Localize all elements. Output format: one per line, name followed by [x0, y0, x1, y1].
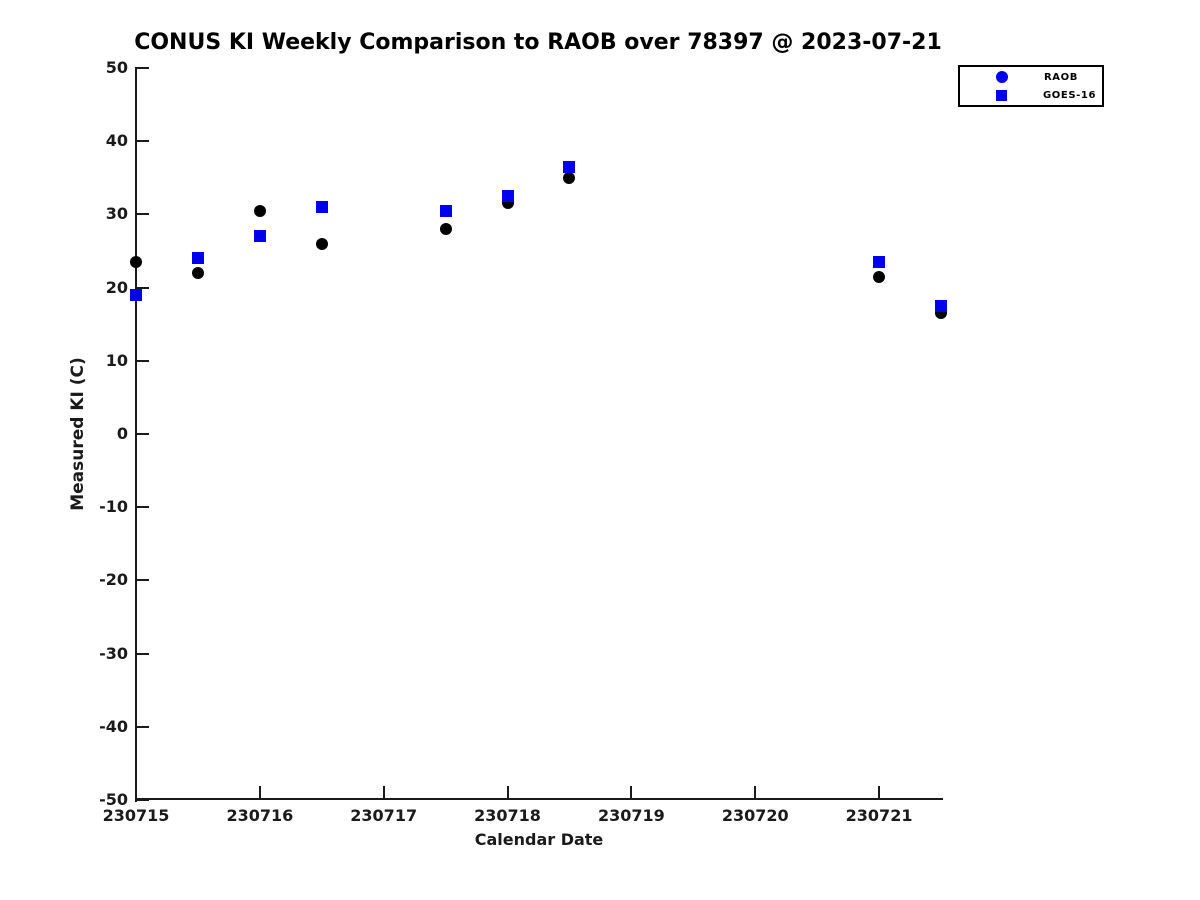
data-point-goes-16 — [563, 160, 576, 173]
y-tick-label: -40 — [99, 716, 128, 736]
y-tick-label: -30 — [99, 643, 128, 663]
y-tick — [135, 140, 149, 143]
y-tick — [135, 286, 149, 289]
y-tick-label: 30 — [105, 204, 128, 224]
y-tick-label: 20 — [105, 277, 128, 297]
x-tick — [258, 786, 261, 800]
data-point-goes-16 — [315, 201, 328, 214]
data-point-goes-16 — [873, 255, 886, 268]
legend-item-raob: RAOB — [960, 68, 1102, 86]
y-axis-spine — [135, 68, 137, 802]
data-point-goes-16 — [935, 299, 947, 312]
legend: RAOB GOES-16 — [958, 65, 1104, 107]
y-tick-label: 0 — [116, 424, 128, 443]
goes-16-legend-marker-icon — [996, 89, 1007, 101]
y-tick-label: -20 — [99, 570, 128, 590]
x-tick-label: 230719 — [597, 806, 665, 825]
y-tick-label: 50 — [105, 58, 128, 77]
x-tick — [506, 786, 509, 800]
chart-title: CONUS KI Weekly Comparison to RAOB over … — [134, 30, 942, 55]
data-point-raob — [130, 255, 142, 268]
x-tick-label: 230721 — [845, 806, 913, 825]
x-tick-label: 230716 — [226, 806, 294, 825]
y-tick — [135, 799, 149, 801]
y-tick — [135, 433, 149, 435]
x-axis-label: Calendar Date — [474, 830, 604, 849]
y-tick-label: -50 — [99, 790, 128, 809]
legend-label-raob: RAOB — [1044, 71, 1078, 83]
x-tick — [630, 786, 633, 800]
data-point-raob — [315, 237, 328, 250]
x-tick-label: 230715 — [102, 806, 170, 825]
y-tick — [135, 359, 149, 362]
x-tick-label: 230720 — [721, 806, 789, 825]
x-tick — [382, 786, 385, 800]
x-tick — [135, 786, 137, 800]
x-axis-spine — [135, 798, 943, 800]
y-tick-label: 40 — [105, 131, 128, 151]
data-point-goes-16 — [130, 288, 142, 301]
x-tick-label: 230718 — [474, 806, 541, 825]
x-tick-label: 230717 — [350, 806, 418, 825]
data-point-raob — [439, 223, 452, 236]
x-tick — [754, 786, 757, 800]
data-point-goes-16 — [501, 190, 514, 203]
legend-label-goes-16: GOES-16 — [1043, 89, 1097, 101]
data-point-raob — [191, 266, 204, 279]
legend-item-goes-16: GOES-16 — [960, 86, 1102, 104]
y-tick — [135, 213, 149, 216]
y-tick — [135, 579, 149, 582]
data-point-raob — [563, 171, 576, 184]
y-tick-label: -10 — [99, 497, 128, 517]
y-tick — [135, 725, 149, 728]
x-tick — [878, 786, 881, 800]
y-tick — [135, 652, 149, 655]
y-tick-label: 10 — [105, 350, 128, 370]
data-point-goes-16 — [191, 252, 204, 265]
data-point-goes-16 — [253, 230, 266, 243]
data-point-raob — [873, 270, 886, 283]
y-tick — [135, 67, 149, 69]
raob-legend-marker-icon — [996, 71, 1008, 83]
data-point-goes-16 — [439, 204, 452, 217]
data-point-raob — [253, 204, 266, 217]
y-tick — [135, 506, 149, 509]
